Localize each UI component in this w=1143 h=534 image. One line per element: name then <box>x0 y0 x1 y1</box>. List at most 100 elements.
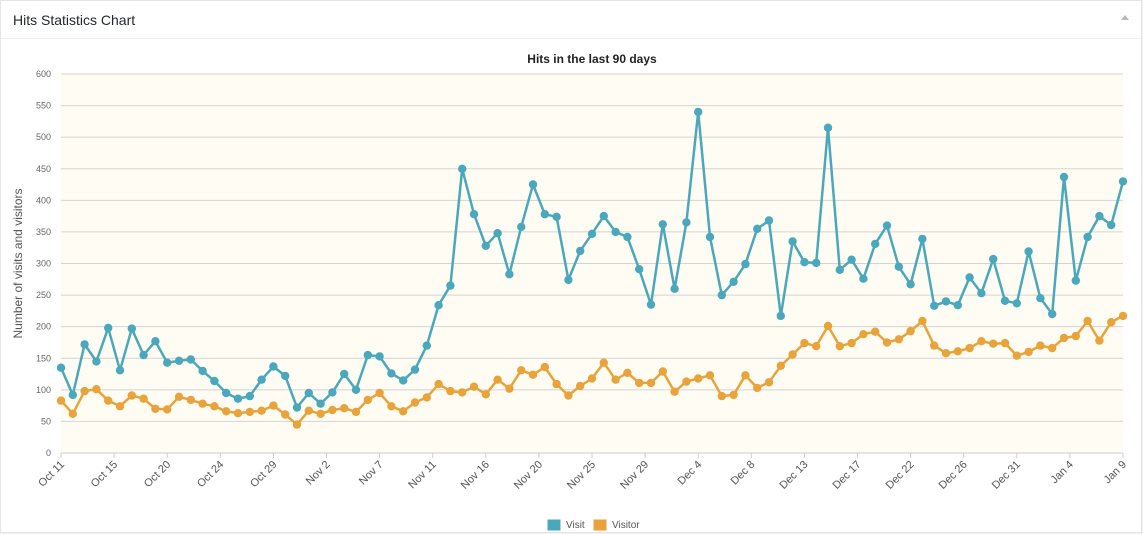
collapse-toggle-icon[interactable] <box>1121 15 1129 20</box>
data-point-visit[interactable] <box>517 222 526 232</box>
data-point-visit[interactable] <box>882 221 892 230</box>
data-point-visitor[interactable] <box>941 349 951 358</box>
data-point-visit[interactable] <box>635 265 644 274</box>
data-point-visitor[interactable] <box>1059 333 1069 343</box>
data-point-visitor[interactable] <box>340 404 349 413</box>
data-point-visitor[interactable] <box>351 407 361 417</box>
data-point-visit[interactable] <box>1095 211 1104 221</box>
data-point-visit[interactable] <box>269 362 278 371</box>
data-point-visit[interactable] <box>906 280 915 289</box>
data-point-visit[interactable] <box>399 376 408 385</box>
data-point-visitor[interactable] <box>245 407 254 417</box>
data-point-visitor[interactable] <box>611 375 620 384</box>
data-point-visitor[interactable] <box>847 338 856 348</box>
data-point-visit[interactable] <box>623 232 632 242</box>
data-point-visitor[interactable] <box>422 393 431 402</box>
data-point-visit[interactable] <box>564 275 573 285</box>
data-point-visit[interactable] <box>1012 299 1021 308</box>
data-point-visit[interactable] <box>764 216 774 225</box>
data-point-visitor[interactable] <box>953 347 962 356</box>
data-point-visit[interactable] <box>812 258 821 268</box>
data-point-visit[interactable] <box>127 324 136 333</box>
data-point-visit[interactable] <box>139 350 148 360</box>
data-point-visit[interactable] <box>894 262 903 271</box>
data-point-visitor[interactable] <box>717 391 726 401</box>
data-point-visit[interactable] <box>1059 172 1069 182</box>
data-point-visitor[interactable] <box>894 335 903 344</box>
data-point-visit[interactable] <box>198 366 207 376</box>
data-point-visitor[interactable] <box>399 407 408 416</box>
data-point-visitor[interactable] <box>670 387 679 396</box>
data-point-visit[interactable] <box>80 340 89 349</box>
data-point-visit[interactable] <box>1083 232 1092 242</box>
data-point-visit[interactable] <box>576 246 585 256</box>
data-point-visitor[interactable] <box>1000 338 1010 348</box>
data-point-visitor[interactable] <box>292 420 302 429</box>
data-point-visitor[interactable] <box>835 342 844 351</box>
data-point-visit[interactable] <box>410 365 420 374</box>
data-point-visit[interactable] <box>741 259 750 269</box>
legend-item-visit[interactable]: Visit <box>546 518 585 532</box>
data-point-visitor[interactable] <box>1048 343 1057 353</box>
data-point-visitor[interactable] <box>469 382 479 391</box>
data-point-visitor[interactable] <box>989 339 998 348</box>
data-point-visit[interactable] <box>540 210 549 219</box>
data-point-visitor[interactable] <box>80 386 89 396</box>
data-point-visit[interactable] <box>788 237 797 246</box>
data-point-visitor[interactable] <box>56 396 66 405</box>
data-point-visitor[interactable] <box>1118 311 1128 321</box>
data-point-visitor[interactable] <box>316 409 325 418</box>
data-point-visit[interactable] <box>528 180 538 189</box>
data-point-visitor[interactable] <box>387 402 396 411</box>
data-point-visitor[interactable] <box>517 366 526 375</box>
data-point-visit[interactable] <box>941 297 951 306</box>
data-point-visitor[interactable] <box>198 399 207 408</box>
data-point-visit[interactable] <box>1107 220 1116 230</box>
data-point-visitor[interactable] <box>623 368 632 377</box>
data-point-visit[interactable] <box>847 255 856 264</box>
data-point-visitor[interactable] <box>328 405 337 415</box>
data-point-visit[interactable] <box>930 301 939 310</box>
data-point-visitor[interactable] <box>257 406 266 415</box>
data-point-visitor[interactable] <box>163 405 172 414</box>
data-point-visitor[interactable] <box>694 374 703 383</box>
data-point-visit[interactable] <box>151 337 160 346</box>
data-point-visit[interactable] <box>1048 309 1057 319</box>
data-point-visit[interactable] <box>233 394 243 403</box>
data-point-visitor[interactable] <box>269 401 278 410</box>
data-point-visitor[interactable] <box>965 343 974 353</box>
data-point-visitor[interactable] <box>233 409 243 418</box>
data-point-visit[interactable] <box>469 210 479 219</box>
data-point-visitor[interactable] <box>882 338 892 347</box>
data-point-visit[interactable] <box>174 356 184 365</box>
data-point-visit[interactable] <box>481 241 490 250</box>
data-point-visit[interactable] <box>1118 177 1128 186</box>
data-point-visitor[interactable] <box>304 406 313 415</box>
data-point-visit[interactable] <box>56 363 66 372</box>
data-point-visit[interactable] <box>351 385 361 394</box>
data-point-visitor[interactable] <box>599 358 608 367</box>
data-point-visit[interactable] <box>104 323 113 333</box>
data-point-visit[interactable] <box>646 300 656 309</box>
data-point-visit[interactable] <box>245 391 254 401</box>
data-point-visit[interactable] <box>918 234 927 244</box>
data-point-visit[interactable] <box>552 212 561 221</box>
data-point-visitor[interactable] <box>458 388 467 397</box>
data-point-visit[interactable] <box>210 376 219 386</box>
data-point-visitor[interactable] <box>104 396 113 405</box>
data-point-visitor[interactable] <box>705 371 715 380</box>
data-point-visit[interactable] <box>965 273 974 282</box>
data-point-visitor[interactable] <box>281 410 290 419</box>
data-point-visitor[interactable] <box>410 398 420 407</box>
data-point-visitor[interactable] <box>68 409 78 418</box>
data-point-visitor[interactable] <box>906 326 915 336</box>
data-point-visit[interactable] <box>222 388 231 398</box>
data-point-visit[interactable] <box>68 390 78 400</box>
data-point-visit[interactable] <box>753 224 762 233</box>
data-point-visitor[interactable] <box>918 316 927 326</box>
data-point-visit[interactable] <box>458 164 467 173</box>
data-point-visitor[interactable] <box>127 391 136 400</box>
data-point-visit[interactable] <box>835 265 844 274</box>
data-point-visitor[interactable] <box>552 379 561 389</box>
data-point-visitor[interactable] <box>871 327 880 336</box>
